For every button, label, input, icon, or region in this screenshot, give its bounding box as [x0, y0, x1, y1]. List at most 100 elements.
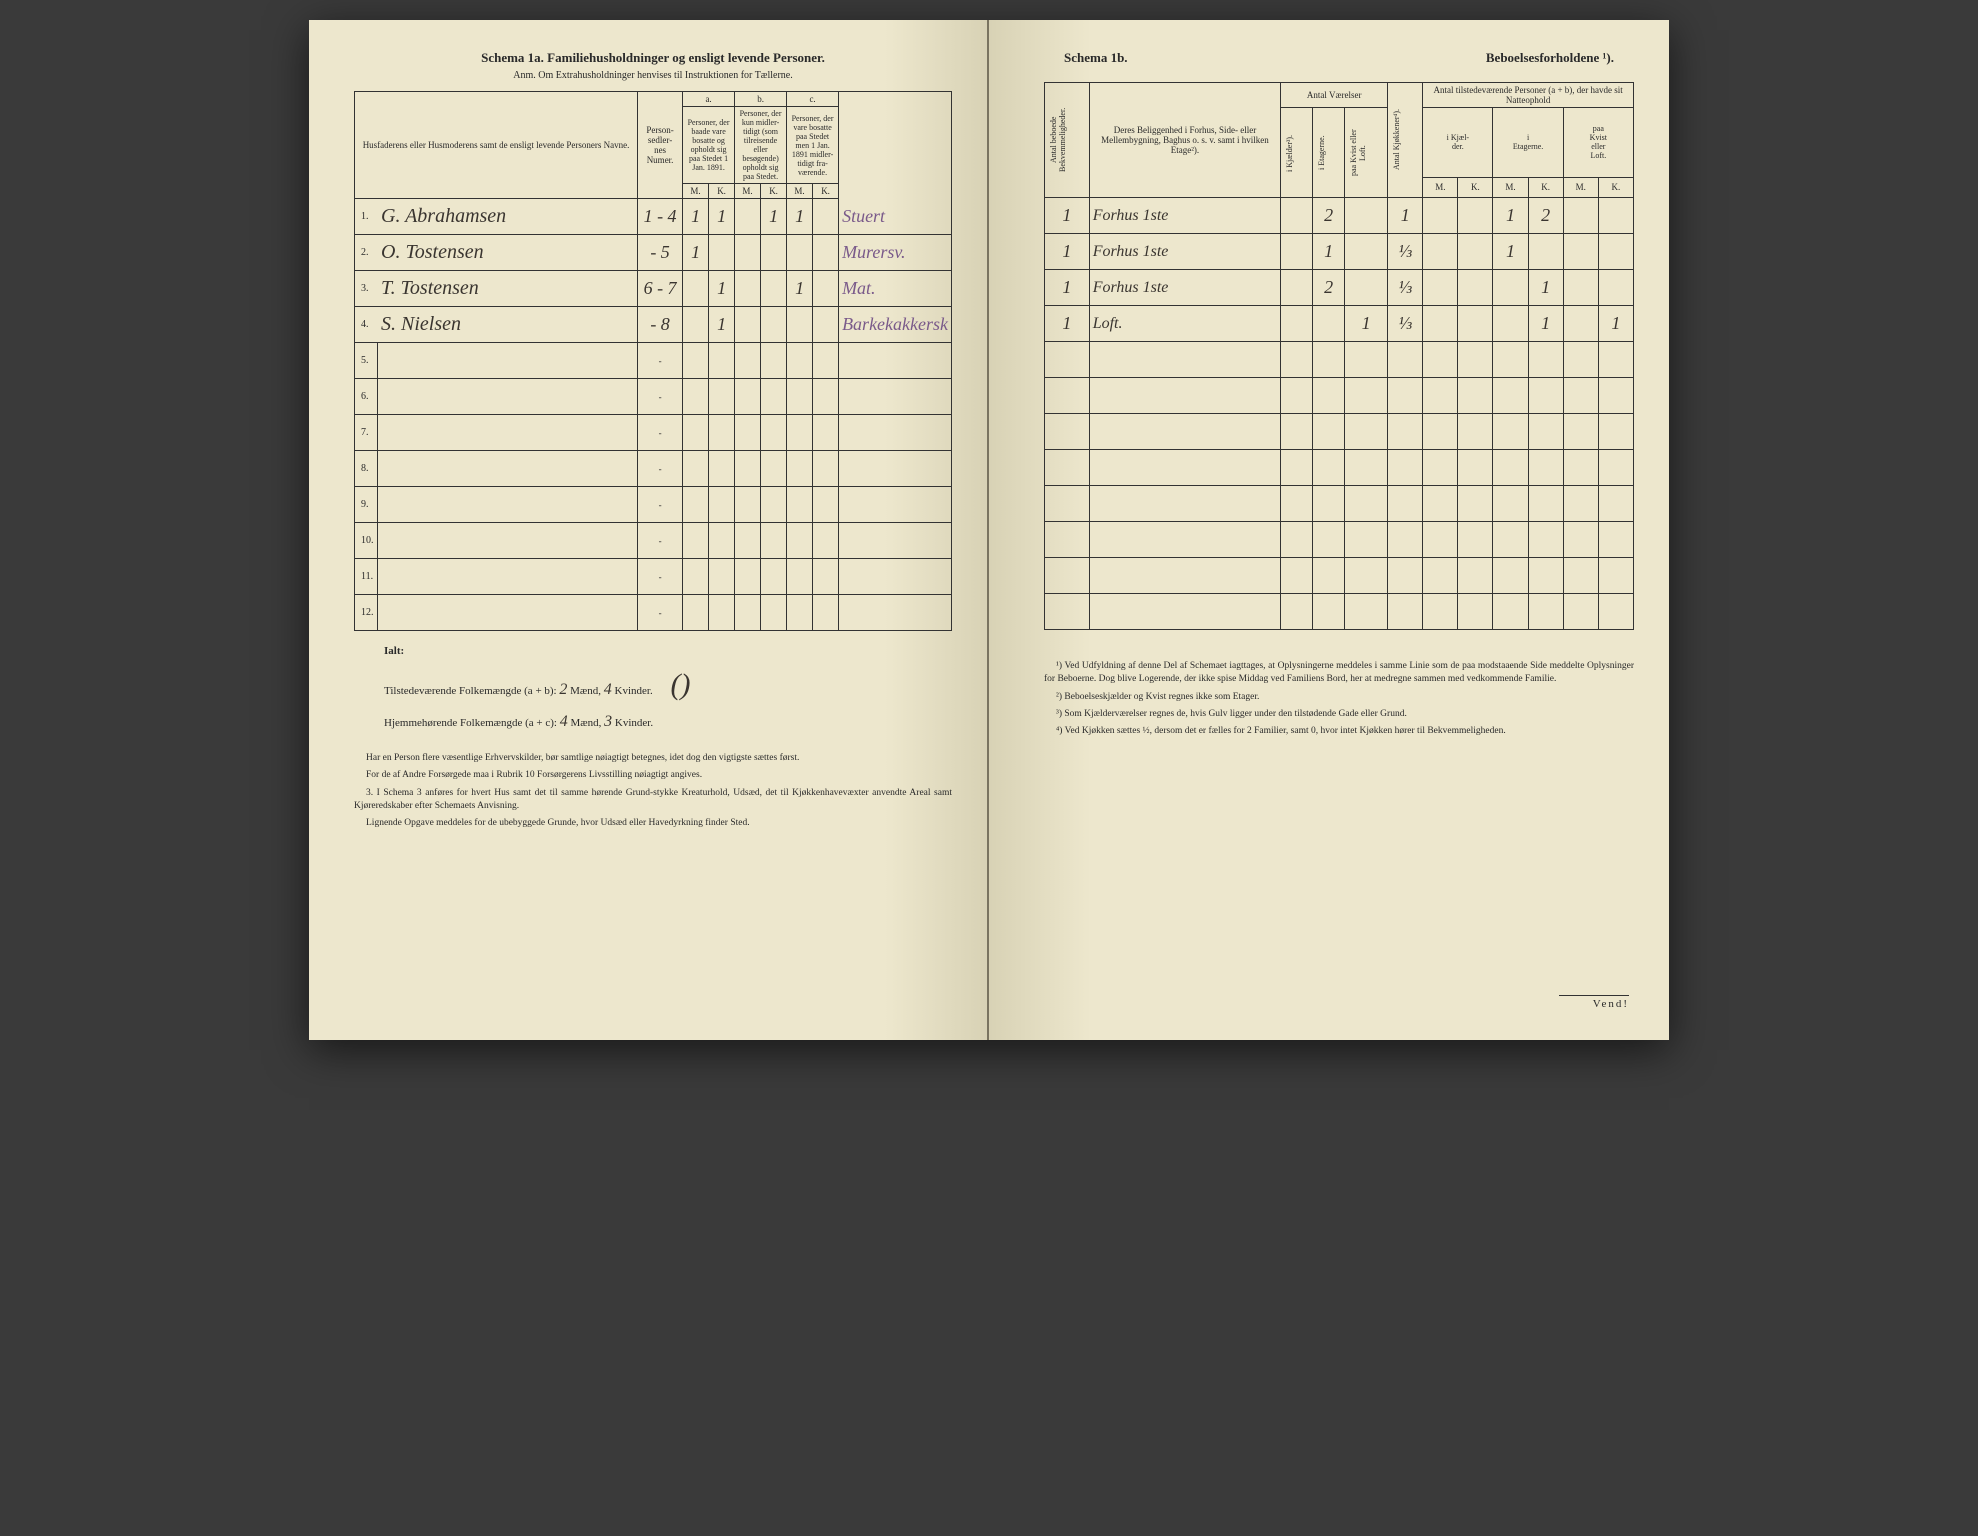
table-row: 4.S. Nielsen- 81Barkekakkersk — [355, 307, 952, 343]
cell-bm — [735, 199, 761, 235]
empty-cell: - — [638, 559, 683, 595]
col-etagerne: i Etagerne. — [1316, 118, 1327, 188]
cell-ek: 2 — [1528, 198, 1563, 234]
cell-kv — [1345, 270, 1388, 306]
col-bm: M. — [735, 184, 761, 199]
table-row-empty: 7.- — [355, 415, 952, 451]
cell-bk — [761, 235, 787, 271]
empty-cell: - — [638, 451, 683, 487]
table-row-empty — [1045, 522, 1634, 558]
row-num: 6. — [355, 379, 378, 415]
col-kjaelder: i Kjælder³). — [1284, 118, 1295, 188]
mk: K. — [1528, 177, 1563, 197]
row-num: 2. — [355, 235, 378, 271]
cell-kjok: ⅓ — [1388, 270, 1423, 306]
cell-et — [1313, 306, 1345, 342]
table-row: 2.O. Tostensen- 51Murersv. — [355, 235, 952, 271]
cell-pm — [1563, 306, 1598, 342]
col-person-numer: Person- sedler- nes Numer. — [638, 92, 683, 199]
cell-ck — [813, 271, 839, 307]
cell-et: 2 — [1313, 198, 1345, 234]
col-cm: M. — [787, 184, 813, 199]
col-ck: K. — [813, 184, 839, 199]
cell-kjok: 1 — [1388, 198, 1423, 234]
empty-cell — [377, 523, 638, 559]
person-numer: 1 - 4 — [638, 199, 683, 235]
person-name: O. Tostensen — [377, 235, 638, 271]
empty-cell — [377, 379, 638, 415]
empty-cell — [377, 487, 638, 523]
cell-kj — [1281, 306, 1313, 342]
col-ikjael: i Kjæl- der. — [1423, 108, 1493, 178]
empty-cell — [377, 595, 638, 631]
foot-right-4: ⁴) Ved Kjøkken sættes ½, dersom det er f… — [1044, 725, 1634, 738]
occupation-note: Stuert — [839, 199, 952, 235]
col-ak: K. — [709, 184, 735, 199]
left-page: Schema 1a. Familiehusholdninger og ensli… — [309, 20, 989, 1040]
mk: M. — [1423, 177, 1458, 197]
table-row-empty — [1045, 378, 1634, 414]
cell-pk: 1 — [1598, 306, 1633, 342]
mk: M. — [1563, 177, 1598, 197]
person-numer: - 8 — [638, 307, 683, 343]
cell-kjok: ⅓ — [1388, 234, 1423, 270]
table-row-empty: 8. - — [355, 451, 952, 487]
total1-m: 2 — [559, 681, 567, 698]
cell-bekv: 1 — [1045, 270, 1090, 306]
row-num: 10. — [355, 523, 378, 559]
total1-label: Tilstedeværende Folkemængde (a + b): — [384, 685, 559, 697]
row-num: 8. — [355, 451, 378, 487]
col-c-label: c. — [787, 92, 839, 107]
empty-cell — [377, 451, 638, 487]
cell-ak: 1 — [709, 271, 735, 307]
table-row-empty: 10. - — [355, 523, 952, 559]
total2-end: Kvinder. — [615, 717, 653, 729]
cell-bm — [735, 307, 761, 343]
cell-kk — [1458, 198, 1493, 234]
foot-left-2: For de af Andre Forsørgede maa i Rubrik … — [354, 769, 952, 782]
cell-ek: 1 — [1528, 270, 1563, 306]
cell-pm — [1563, 234, 1598, 270]
cell-kk — [1458, 306, 1493, 342]
table-1a: Husfaderens eller Husmoderens samt de en… — [354, 91, 952, 631]
cell-kk — [1458, 234, 1493, 270]
book-spread: Schema 1a. Familiehusholdninger og ensli… — [309, 20, 1669, 1040]
table-row-empty: 6. - — [355, 379, 952, 415]
cell-em: 1 — [1493, 234, 1528, 270]
cell-bk — [761, 307, 787, 343]
row-num: 4. — [355, 307, 378, 343]
cell-kj — [1281, 234, 1313, 270]
cell-bekv: 1 — [1045, 234, 1090, 270]
table-row-empty — [1045, 594, 1634, 630]
cell-em: 1 — [1493, 198, 1528, 234]
cell-beliggenhed: Forhus 1ste — [1089, 198, 1281, 234]
col-am: M. — [683, 184, 709, 199]
row-num: 3. — [355, 271, 378, 307]
table-1b: Antal beboede Bekvemmeligheder. Deres Be… — [1044, 82, 1634, 630]
foot-right-3: ³) Som Kjælderværelser regnes de, hvis G… — [1044, 708, 1634, 721]
cell-kv — [1345, 234, 1388, 270]
table-row: 1.G. Abrahamsen1 - 41111Stuert — [355, 199, 952, 235]
cell-ak — [709, 235, 735, 271]
table-row: 1Forhus 1ste2112 — [1045, 198, 1634, 234]
empty-cell — [377, 343, 638, 379]
cell-pm — [1563, 198, 1598, 234]
cell-km — [1423, 198, 1458, 234]
mk: M. — [1493, 177, 1528, 197]
row-num: 9. — [355, 487, 378, 523]
cell-em — [1493, 270, 1528, 306]
empty-cell: - — [638, 343, 683, 379]
col-paakvist: paa Kvist eller Loft. — [1563, 108, 1633, 178]
row-num: 11. — [355, 559, 378, 595]
cell-cm: 1 — [787, 199, 813, 235]
mk: K. — [1458, 177, 1493, 197]
cell-ek: 1 — [1528, 306, 1563, 342]
cell-bm — [735, 271, 761, 307]
cell-beliggenhed: Forhus 1ste — [1089, 270, 1281, 306]
cell-ak: 1 — [709, 307, 735, 343]
empty-cell: - — [638, 523, 683, 559]
total1-mid: Mænd, — [570, 685, 604, 697]
empty-cell: - — [638, 379, 683, 415]
schema-1a-subtitle: Anm. Om Extrahusholdninger henvises til … — [354, 70, 952, 81]
cell-ck — [813, 199, 839, 235]
